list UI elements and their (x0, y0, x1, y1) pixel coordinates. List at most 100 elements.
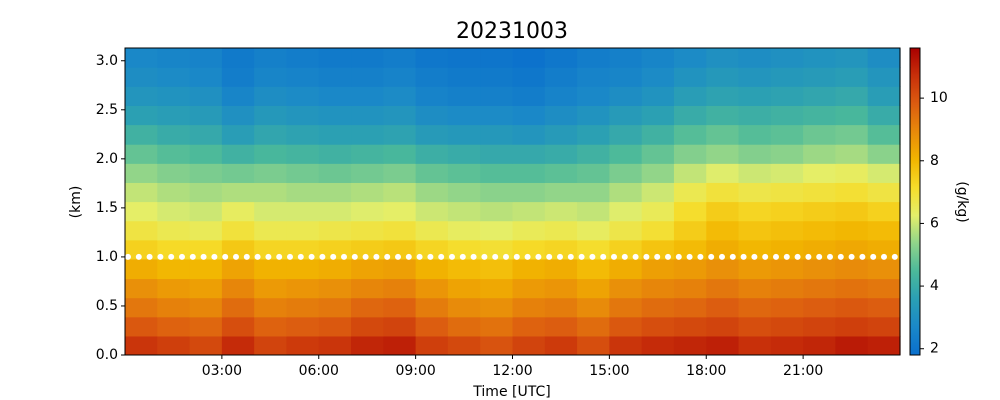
heatmap-cell (835, 316, 869, 337)
heatmap-cell (706, 182, 740, 203)
heatmap-cell (125, 124, 158, 145)
heatmap-cell (835, 86, 869, 106)
heatmap-cell (803, 335, 837, 356)
heatmap-cell (577, 278, 610, 299)
heatmap-cell (254, 316, 288, 337)
heatmap-cell (447, 67, 481, 87)
heatmap-cell (544, 278, 578, 299)
heatmap-cell (351, 86, 384, 106)
heatmap-cell (673, 278, 707, 299)
heatmap-cell (383, 201, 417, 222)
heatmap-cell (512, 201, 546, 222)
heatmap-cell (221, 201, 255, 222)
heatmap-cell (770, 182, 804, 203)
heatmap-cell (867, 124, 901, 145)
heatmap-cell (803, 124, 837, 145)
heatmap-cell (544, 105, 578, 126)
heatmap-cell (835, 258, 869, 280)
heatmap-cell (318, 297, 352, 318)
heatmap-cell (254, 335, 288, 356)
heatmap-cell (157, 297, 191, 318)
heatmap-cell (706, 67, 740, 87)
heatmap-cell (641, 67, 675, 87)
heatmap-cell (318, 182, 352, 203)
heatmap-cell (351, 335, 384, 356)
heatmap-cell (544, 297, 578, 318)
heatmap-cell (512, 67, 546, 87)
heatmap-cell (738, 278, 772, 299)
heatmap-cell (125, 316, 158, 337)
heatmap-cell (480, 278, 514, 299)
heatmap-cell (189, 86, 223, 106)
heatmap (125, 48, 901, 356)
heatmap-cell (641, 163, 675, 183)
heatmap-cell (189, 220, 223, 241)
heatmap-cell (383, 67, 417, 87)
colorbar-tick-label: 4 (930, 278, 939, 294)
heatmap-cell (286, 86, 320, 106)
heatmap-cell (609, 124, 643, 145)
heatmap-cell (254, 258, 288, 280)
heatmap-cell (351, 124, 384, 145)
heatmap-cell (609, 316, 643, 337)
heatmap-cell (415, 144, 449, 164)
heatmap-cell (803, 105, 837, 126)
heatmap-cell (447, 258, 481, 280)
heatmap-cell (512, 86, 546, 106)
heatmap-cell (254, 182, 288, 203)
heatmap-cell (415, 335, 449, 356)
chart-title: 20231003 (456, 19, 568, 44)
heatmap-cell (383, 278, 417, 299)
heatmap-cell (480, 48, 514, 68)
heatmap-cell (770, 335, 804, 356)
heatmap-cell (512, 316, 546, 337)
heatmap-cell (221, 297, 255, 318)
heatmap-cell (512, 278, 546, 299)
heatmap-cell (641, 144, 675, 164)
heatmap-cell (609, 335, 643, 356)
heatmap-cell (318, 201, 352, 222)
heatmap-cell (157, 201, 191, 222)
heatmap-cell (318, 124, 352, 145)
heatmap-cell (286, 335, 320, 356)
heatmap-cell (157, 163, 191, 183)
heatmap-cell (447, 48, 481, 68)
heatmap-cell (835, 297, 869, 318)
heatmap-cell (544, 144, 578, 164)
heatmap-cell (609, 67, 643, 87)
heatmap-cell (383, 124, 417, 145)
heatmap-cell (641, 48, 675, 68)
heatmap-cell (512, 297, 546, 318)
heatmap-cell (706, 297, 740, 318)
heatmap-cell (544, 201, 578, 222)
heatmap-cell (383, 258, 417, 280)
heatmap-cell (286, 201, 320, 222)
heatmap-cell (544, 48, 578, 68)
heatmap-cell (351, 182, 384, 203)
heatmap-cell (318, 335, 352, 356)
heatmap-cell (803, 297, 837, 318)
heatmap-cell (706, 201, 740, 222)
heatmap-cell (609, 278, 643, 299)
heatmap-cell (803, 278, 837, 299)
heatmap-cell (706, 316, 740, 337)
heatmap-cell (835, 144, 869, 164)
heatmap-cell (544, 220, 578, 241)
heatmap-cell (803, 316, 837, 337)
heatmap-cell (770, 278, 804, 299)
heatmap-cell (706, 258, 740, 280)
heatmap-cell (125, 163, 158, 183)
heatmap-cell (447, 86, 481, 106)
heatmap-cell (351, 144, 384, 164)
heatmap-cell (738, 182, 772, 203)
heatmap-cell (318, 67, 352, 87)
heatmap-cell (286, 316, 320, 337)
heatmap-cell (835, 163, 869, 183)
heatmap-cell (803, 239, 837, 260)
heatmap-cell (383, 297, 417, 318)
heatmap-cell (867, 182, 901, 203)
heatmap-cell (480, 105, 514, 126)
heatmap-cell (867, 67, 901, 87)
heatmap-cell (706, 48, 740, 68)
heatmap-cell (447, 105, 481, 126)
